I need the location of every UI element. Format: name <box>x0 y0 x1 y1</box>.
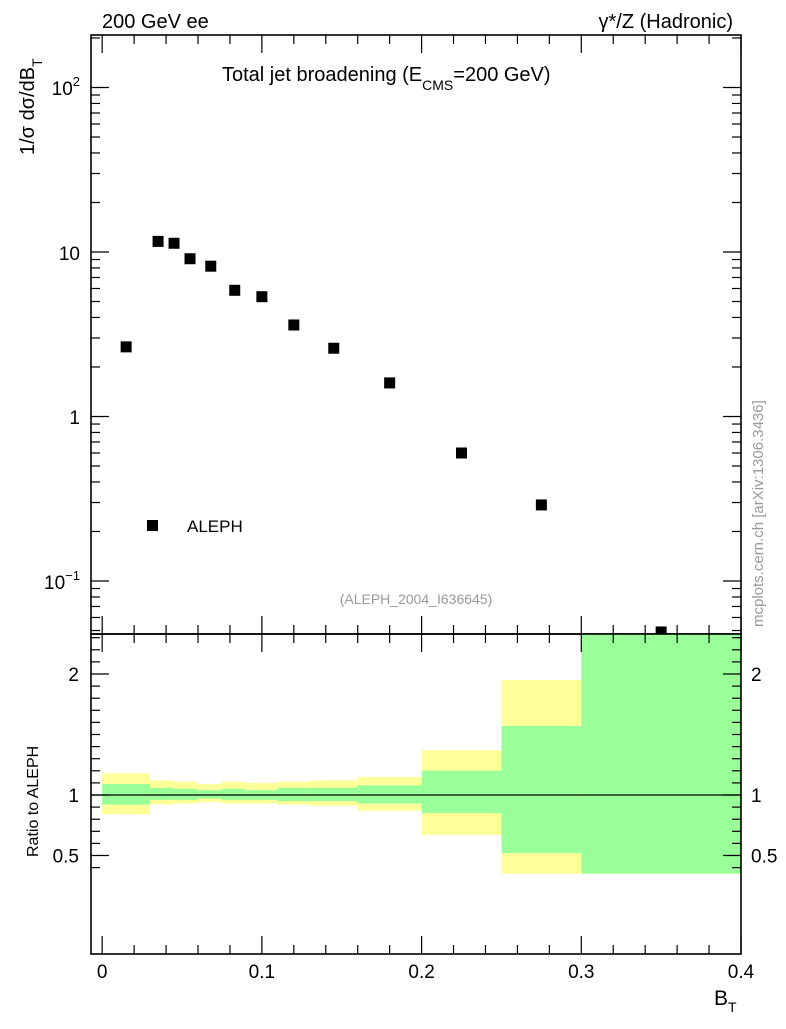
top-panel-frame <box>90 34 742 635</box>
top-data-points <box>120 235 667 634</box>
inner-band-bin-8 <box>357 785 422 804</box>
header-right-label: γ*/Z (Hadronic) <box>599 11 733 33</box>
ratio-ytick-label-left: 0.5 <box>53 847 79 868</box>
analysis-id-annotation: (ALEPH_2004_I636645) <box>340 591 493 607</box>
top-ylabel: 1/σ dσ/dBT <box>17 58 45 155</box>
data-point-6 <box>256 291 268 303</box>
ytick-label-1: 1 <box>69 408 80 429</box>
data-point-3 <box>184 253 196 265</box>
top-panel: Total jet broadening (ECMS=200 GeV) 102 … <box>17 34 742 635</box>
header-left-label: 200 GeV ee <box>102 11 209 33</box>
legend-label: ALEPH <box>187 517 243 536</box>
data-point-7 <box>288 319 300 331</box>
data-point-1 <box>152 235 164 247</box>
legend-marker <box>147 520 158 531</box>
ratio-tick-labels: 0.5 0.5 1 1 2 2 0 0.1 0.2 0.3 0.4 <box>53 665 778 983</box>
top-axis-ticks <box>91 35 742 634</box>
ratio-panel: 0.5 0.5 1 1 2 2 0 0.1 0.2 0.3 0.4 Ratio to ALEPH B… <box>25 633 778 1015</box>
ratio-ytick-label-left: 2 <box>68 665 79 686</box>
xtick-label: 0.2 <box>408 962 434 983</box>
ytick-label-100: 102 <box>52 74 80 100</box>
inner-band-bin-6 <box>277 787 310 802</box>
ytick-label-0.1: 10−1 <box>44 568 80 594</box>
data-point-10 <box>456 447 468 459</box>
ratio-bands <box>102 634 741 874</box>
ratio-ylabel: Ratio to ALEPH <box>25 746 42 857</box>
ratio-ytick-label-right: 0.5 <box>751 847 777 868</box>
ratio-ytick-label-right: 1 <box>751 786 762 807</box>
data-point-8 <box>328 342 340 354</box>
ratio-ytick-label-right: 2 <box>751 665 762 686</box>
title-main: Total jet broadening (E <box>222 64 422 86</box>
inner-band-bin-3 <box>198 790 222 799</box>
data-point-4 <box>205 260 217 272</box>
data-point-11 <box>535 499 547 511</box>
inner-band-bin-7 <box>309 787 358 802</box>
title-subscript: CMS <box>422 77 453 93</box>
xtick-label: 0 <box>97 962 108 983</box>
ytick-label-10: 10 <box>59 244 80 265</box>
inner-band-bin-9 <box>421 770 502 814</box>
inner-band-bin-1 <box>150 787 175 800</box>
inner-band-bin-4 <box>221 788 246 800</box>
inner-band-bin-2 <box>174 788 199 800</box>
inner-band-bin-10 <box>501 726 582 854</box>
title-tail: =200 GeV) <box>453 64 550 86</box>
data-point-2 <box>168 237 180 249</box>
inner-band-bin-0 <box>102 784 151 805</box>
xtick-label: 0.1 <box>249 962 275 983</box>
xtick-label: 0.3 <box>568 962 594 983</box>
data-point-9 <box>384 377 396 389</box>
main-plot-title: Total jet broadening (ECMS=200 GeV) <box>222 64 551 93</box>
ratio-axis-ticks <box>91 634 742 954</box>
inner-band-bin-11 <box>581 634 741 874</box>
xtick-label: 0.4 <box>728 962 755 983</box>
ratio-panel-frame <box>90 633 742 955</box>
source-side-label: mcplots.cern.ch [arXiv:1306.3436] <box>750 400 767 627</box>
data-point-0 <box>120 341 132 353</box>
ratio-ytick-label-left: 1 <box>68 786 79 807</box>
xaxis-label: BT <box>714 987 737 1015</box>
data-point-5 <box>229 284 241 296</box>
data-point-12 <box>655 626 667 634</box>
